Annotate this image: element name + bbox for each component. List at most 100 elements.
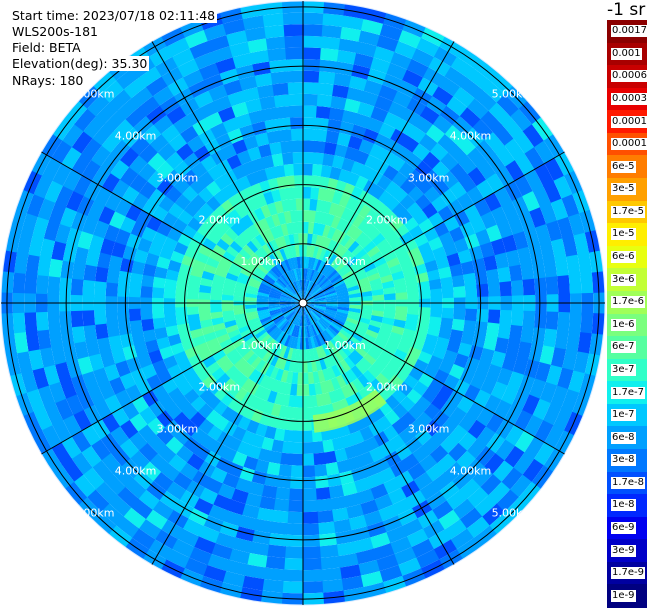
range-gate-cell xyxy=(457,342,473,358)
range-gate-cell xyxy=(310,336,316,349)
range-gate-cell xyxy=(520,326,535,345)
range-gate-cell xyxy=(47,310,61,330)
range-gate-cell xyxy=(233,357,247,370)
range-gate-cell xyxy=(148,538,173,560)
range-gate-cell xyxy=(522,310,536,329)
range-gate-cell xyxy=(106,321,120,338)
range-gate-cell xyxy=(82,309,96,327)
range-gate-cell xyxy=(37,384,56,408)
range-gate-cell xyxy=(449,163,469,183)
range-gate-cell xyxy=(203,73,225,91)
range-gate-cell xyxy=(52,162,73,186)
range-gate-cell xyxy=(283,210,293,224)
range-gate-cell xyxy=(108,334,123,351)
range-gate-cell xyxy=(285,310,295,320)
range-gate-cell xyxy=(202,374,217,389)
range-gate-cell xyxy=(302,453,315,466)
range-gate-cell xyxy=(279,304,292,308)
range-gate-cell xyxy=(51,240,67,261)
range-gate-cell xyxy=(325,294,338,300)
range-gate-cell xyxy=(226,499,246,516)
colorbar-tick-label: 6e-8 xyxy=(611,431,636,444)
range-gate-cell xyxy=(453,86,476,108)
range-gate-cell xyxy=(279,248,288,261)
range-gate-cell xyxy=(485,432,506,454)
range-gate-cell xyxy=(224,277,237,287)
range-gate-cell xyxy=(310,285,320,295)
range-gate-cell xyxy=(379,349,394,362)
range-gate-cell xyxy=(327,340,338,353)
range-gate-cell xyxy=(334,282,347,291)
range-gate-cell xyxy=(283,247,291,260)
range-gate-cell xyxy=(255,233,267,247)
range-gate-cell xyxy=(252,61,272,76)
colorbar-tick-label: 3e-7 xyxy=(611,363,636,376)
range-gate-cell xyxy=(192,231,207,245)
range-gate-cell xyxy=(261,349,273,363)
range-gate-cell xyxy=(199,202,215,218)
range-gate-cell xyxy=(278,463,292,477)
range-gate-cell xyxy=(257,84,275,99)
range-gate-cell xyxy=(39,346,56,368)
range-gate-cell xyxy=(271,313,283,321)
range-gate-cell xyxy=(70,309,84,328)
range-gate-cell xyxy=(471,466,493,488)
range-gate-cell xyxy=(111,347,127,365)
range-gate-cell xyxy=(188,238,203,253)
range-gate-cell xyxy=(212,244,227,257)
range-gate-cell xyxy=(85,338,101,357)
range-gate-cell xyxy=(317,260,325,273)
range-gate-cell xyxy=(318,248,327,261)
range-gate-cell xyxy=(163,287,176,299)
range-gate-cell xyxy=(205,394,221,410)
range-gate-cell xyxy=(490,381,508,401)
range-gate-cell xyxy=(294,313,300,326)
range-gate-cell xyxy=(309,311,318,322)
range-gate-cell xyxy=(148,349,163,364)
range-gate-cell xyxy=(350,227,364,241)
range-gate-cell xyxy=(141,225,158,243)
range-gate-cell xyxy=(259,315,272,324)
range-gate-cell xyxy=(303,152,315,164)
range-gate-cell xyxy=(275,263,285,275)
range-gate-cell xyxy=(111,406,130,427)
range-gate-cell xyxy=(280,393,291,407)
range-gate-cell xyxy=(296,210,304,222)
range-gate-cell xyxy=(310,187,320,200)
range-gate-cell xyxy=(504,138,526,161)
range-gate-cell xyxy=(458,413,477,433)
range-gate-cell xyxy=(71,130,94,154)
range-gate-cell xyxy=(151,499,174,520)
range-gate-cell xyxy=(154,326,168,340)
range-gate-cell xyxy=(145,75,169,97)
range-gate-cell xyxy=(316,510,334,524)
range-gate-cell xyxy=(227,328,241,339)
range-gate-cell xyxy=(442,349,458,365)
range-gate-cell xyxy=(280,140,294,154)
range-gate-cell xyxy=(234,312,247,320)
range-gate-cell xyxy=(568,273,582,295)
range-gate-cell xyxy=(238,514,258,531)
range-gate-cell xyxy=(199,284,212,294)
range-gate-cell xyxy=(232,257,246,269)
range-gate-cell xyxy=(242,331,255,342)
range-gate-cell xyxy=(269,310,282,317)
range-gate-cell xyxy=(321,439,335,453)
range-gate-cell xyxy=(310,311,320,321)
range-gate-cell xyxy=(369,532,391,549)
range-gate-cell xyxy=(359,313,372,321)
range-gate-cell xyxy=(330,322,342,332)
range-gate-cell xyxy=(145,338,160,354)
range-gate-cell xyxy=(43,219,61,242)
range-gate-cell xyxy=(109,210,126,230)
range-gate-cell xyxy=(495,489,519,513)
range-gate-cell xyxy=(95,265,109,283)
range-gate-cell xyxy=(242,244,255,257)
range-gate-cell xyxy=(266,461,281,476)
range-gate-cell xyxy=(380,225,395,239)
range-gate-cell xyxy=(355,272,368,282)
range-gate-cell xyxy=(306,313,313,325)
range-gate-cell xyxy=(326,299,338,303)
range-gate-cell xyxy=(487,282,501,298)
range-gate-cell xyxy=(357,341,371,354)
